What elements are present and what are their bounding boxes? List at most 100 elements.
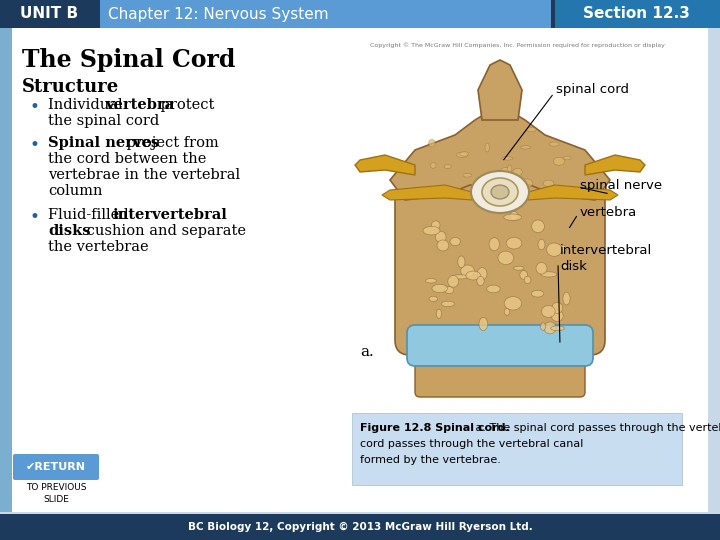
Ellipse shape bbox=[501, 167, 511, 172]
Text: The Spinal Cord: The Spinal Cord bbox=[22, 48, 235, 72]
FancyBboxPatch shape bbox=[96, 0, 100, 28]
Ellipse shape bbox=[521, 146, 531, 149]
Ellipse shape bbox=[531, 220, 544, 233]
Polygon shape bbox=[528, 185, 618, 200]
Ellipse shape bbox=[431, 163, 436, 168]
Ellipse shape bbox=[552, 310, 563, 321]
Ellipse shape bbox=[561, 264, 572, 269]
Text: Individual: Individual bbox=[48, 98, 127, 112]
FancyBboxPatch shape bbox=[415, 351, 585, 397]
Ellipse shape bbox=[441, 301, 455, 307]
Ellipse shape bbox=[543, 180, 554, 187]
Ellipse shape bbox=[477, 276, 484, 286]
FancyBboxPatch shape bbox=[98, 0, 553, 28]
Text: the vertebrae: the vertebrae bbox=[48, 240, 148, 254]
Ellipse shape bbox=[432, 284, 447, 293]
Text: Section 12.3: Section 12.3 bbox=[582, 6, 690, 22]
Polygon shape bbox=[355, 155, 415, 175]
Text: cushion and separate: cushion and separate bbox=[82, 224, 246, 238]
Ellipse shape bbox=[477, 267, 487, 280]
Ellipse shape bbox=[546, 243, 562, 256]
Text: spinal nerve: spinal nerve bbox=[580, 179, 662, 192]
Text: SLIDE: SLIDE bbox=[43, 495, 69, 503]
Ellipse shape bbox=[538, 239, 545, 250]
Text: spinal cord: spinal cord bbox=[556, 84, 629, 97]
Text: formed by the vertebrae.: formed by the vertebrae. bbox=[360, 455, 501, 465]
Ellipse shape bbox=[448, 275, 459, 287]
Ellipse shape bbox=[513, 266, 524, 270]
Text: Chapter 12: Nervous System: Chapter 12: Nervous System bbox=[108, 6, 328, 22]
Ellipse shape bbox=[524, 276, 531, 284]
Text: a. The spinal cord passes through the vertebral canal formed by the vertebrae.: a. The spinal cord passes through the ve… bbox=[472, 423, 720, 433]
Text: ✔RETURN: ✔RETURN bbox=[26, 462, 86, 472]
Ellipse shape bbox=[431, 221, 440, 230]
Text: vertebrae in the vertebral: vertebrae in the vertebral bbox=[48, 168, 240, 182]
Ellipse shape bbox=[437, 240, 449, 251]
FancyBboxPatch shape bbox=[551, 0, 555, 28]
Text: a.: a. bbox=[360, 345, 374, 359]
Ellipse shape bbox=[489, 238, 500, 251]
Ellipse shape bbox=[541, 306, 555, 318]
FancyBboxPatch shape bbox=[407, 325, 593, 366]
FancyBboxPatch shape bbox=[395, 185, 605, 355]
Ellipse shape bbox=[504, 308, 510, 315]
Ellipse shape bbox=[471, 171, 529, 213]
Ellipse shape bbox=[549, 142, 559, 146]
Ellipse shape bbox=[479, 318, 487, 330]
Ellipse shape bbox=[541, 323, 546, 330]
Ellipse shape bbox=[536, 262, 547, 274]
Ellipse shape bbox=[527, 127, 536, 132]
FancyBboxPatch shape bbox=[0, 28, 12, 512]
Ellipse shape bbox=[423, 226, 440, 235]
Ellipse shape bbox=[459, 152, 469, 156]
Ellipse shape bbox=[544, 322, 556, 334]
Ellipse shape bbox=[463, 173, 472, 177]
Text: Spinal nerves: Spinal nerves bbox=[48, 136, 159, 150]
FancyBboxPatch shape bbox=[352, 413, 682, 485]
FancyBboxPatch shape bbox=[12, 28, 708, 512]
Ellipse shape bbox=[458, 256, 465, 268]
Ellipse shape bbox=[450, 238, 461, 246]
Text: intervertebral
disk: intervertebral disk bbox=[560, 244, 652, 273]
FancyBboxPatch shape bbox=[0, 514, 720, 540]
FancyBboxPatch shape bbox=[553, 0, 720, 28]
Ellipse shape bbox=[456, 152, 468, 158]
Text: intervertebral: intervertebral bbox=[112, 208, 227, 222]
Ellipse shape bbox=[541, 272, 557, 277]
Ellipse shape bbox=[520, 271, 528, 279]
Ellipse shape bbox=[564, 156, 571, 160]
Text: the cord between the: the cord between the bbox=[48, 152, 207, 166]
Ellipse shape bbox=[502, 157, 513, 160]
Polygon shape bbox=[390, 105, 610, 200]
Text: vertebra: vertebra bbox=[580, 206, 637, 219]
Ellipse shape bbox=[551, 326, 564, 330]
FancyBboxPatch shape bbox=[0, 0, 98, 28]
Ellipse shape bbox=[436, 309, 441, 319]
Ellipse shape bbox=[561, 245, 567, 252]
Polygon shape bbox=[382, 185, 472, 200]
Ellipse shape bbox=[436, 231, 446, 242]
Ellipse shape bbox=[506, 238, 522, 249]
Text: BC Biology 12, Copyright © 2013 McGraw Hill Ryerson Ltd.: BC Biology 12, Copyright © 2013 McGraw H… bbox=[188, 522, 532, 532]
Ellipse shape bbox=[513, 168, 522, 176]
Text: Copyright © The McGraw Hill Companies, Inc. Permission required for reproduction: Copyright © The McGraw Hill Companies, I… bbox=[370, 42, 665, 48]
Ellipse shape bbox=[531, 291, 544, 297]
FancyBboxPatch shape bbox=[13, 454, 99, 480]
Ellipse shape bbox=[498, 251, 513, 265]
Ellipse shape bbox=[563, 292, 570, 305]
Text: protect: protect bbox=[156, 98, 215, 112]
Ellipse shape bbox=[451, 275, 469, 279]
Text: disks: disks bbox=[48, 224, 91, 238]
Ellipse shape bbox=[444, 165, 451, 169]
Text: vertebra: vertebra bbox=[105, 98, 174, 112]
Text: •: • bbox=[30, 208, 40, 226]
Ellipse shape bbox=[426, 279, 436, 283]
Text: Fluid-filled: Fluid-filled bbox=[48, 208, 133, 222]
Ellipse shape bbox=[429, 296, 438, 301]
Ellipse shape bbox=[487, 285, 500, 293]
Text: •: • bbox=[30, 136, 40, 154]
Text: •: • bbox=[30, 98, 40, 116]
Text: column: column bbox=[48, 184, 102, 198]
Ellipse shape bbox=[504, 214, 521, 220]
Ellipse shape bbox=[508, 165, 512, 172]
